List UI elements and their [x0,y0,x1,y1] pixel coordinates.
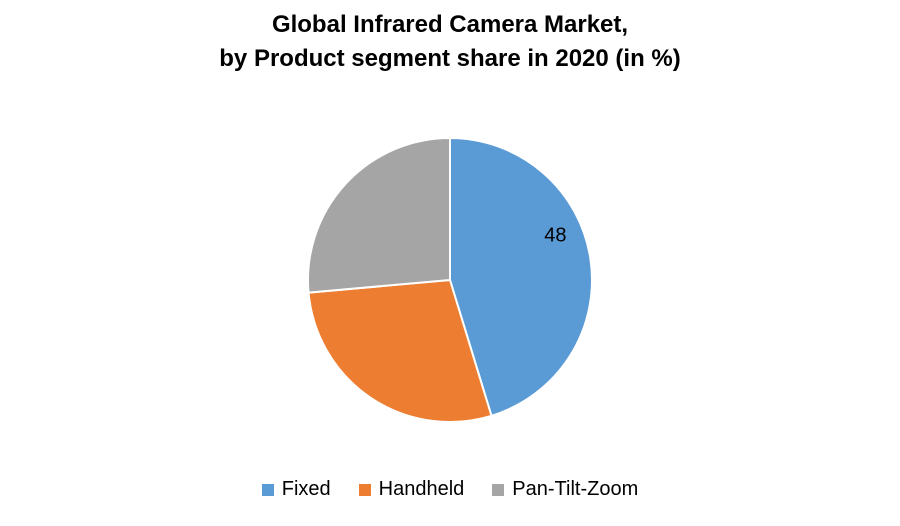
legend-label-handheld: Handheld [378,478,465,500]
pie-slice-handheld[interactable] [307,278,493,423]
legend: Fixed Handheld Pan-Tilt-Zoom [0,478,900,501]
pie-slice-fixed[interactable] [449,136,593,418]
legend-swatch-pan-tilt-zoom [492,483,505,496]
pie-slice-pan-tilt-zoom[interactable] [307,136,451,294]
legend-label-fixed: Fixed [281,478,331,500]
chart-title: Global Infrared Camera Market, by Produc… [0,8,900,76]
legend-item-pan-tilt-zoom[interactable]: Pan-Tilt-Zoom [492,478,638,501]
legend-item-handheld[interactable]: Handheld [358,478,465,501]
legend-label-pan-tilt-zoom: Pan-Tilt-Zoom [512,478,639,500]
data-label-fixed: 48 [544,224,567,247]
pie-slices [307,136,593,423]
legend-swatch-fixed [261,483,274,496]
legend-item-fixed[interactable]: Fixed [261,478,331,501]
chart-title-line-2: by Product segment share in 2020 (in %) [219,45,681,72]
chart-title-line-1: Global Infrared Camera Market, [271,11,629,38]
legend-swatch-handheld [358,483,371,496]
